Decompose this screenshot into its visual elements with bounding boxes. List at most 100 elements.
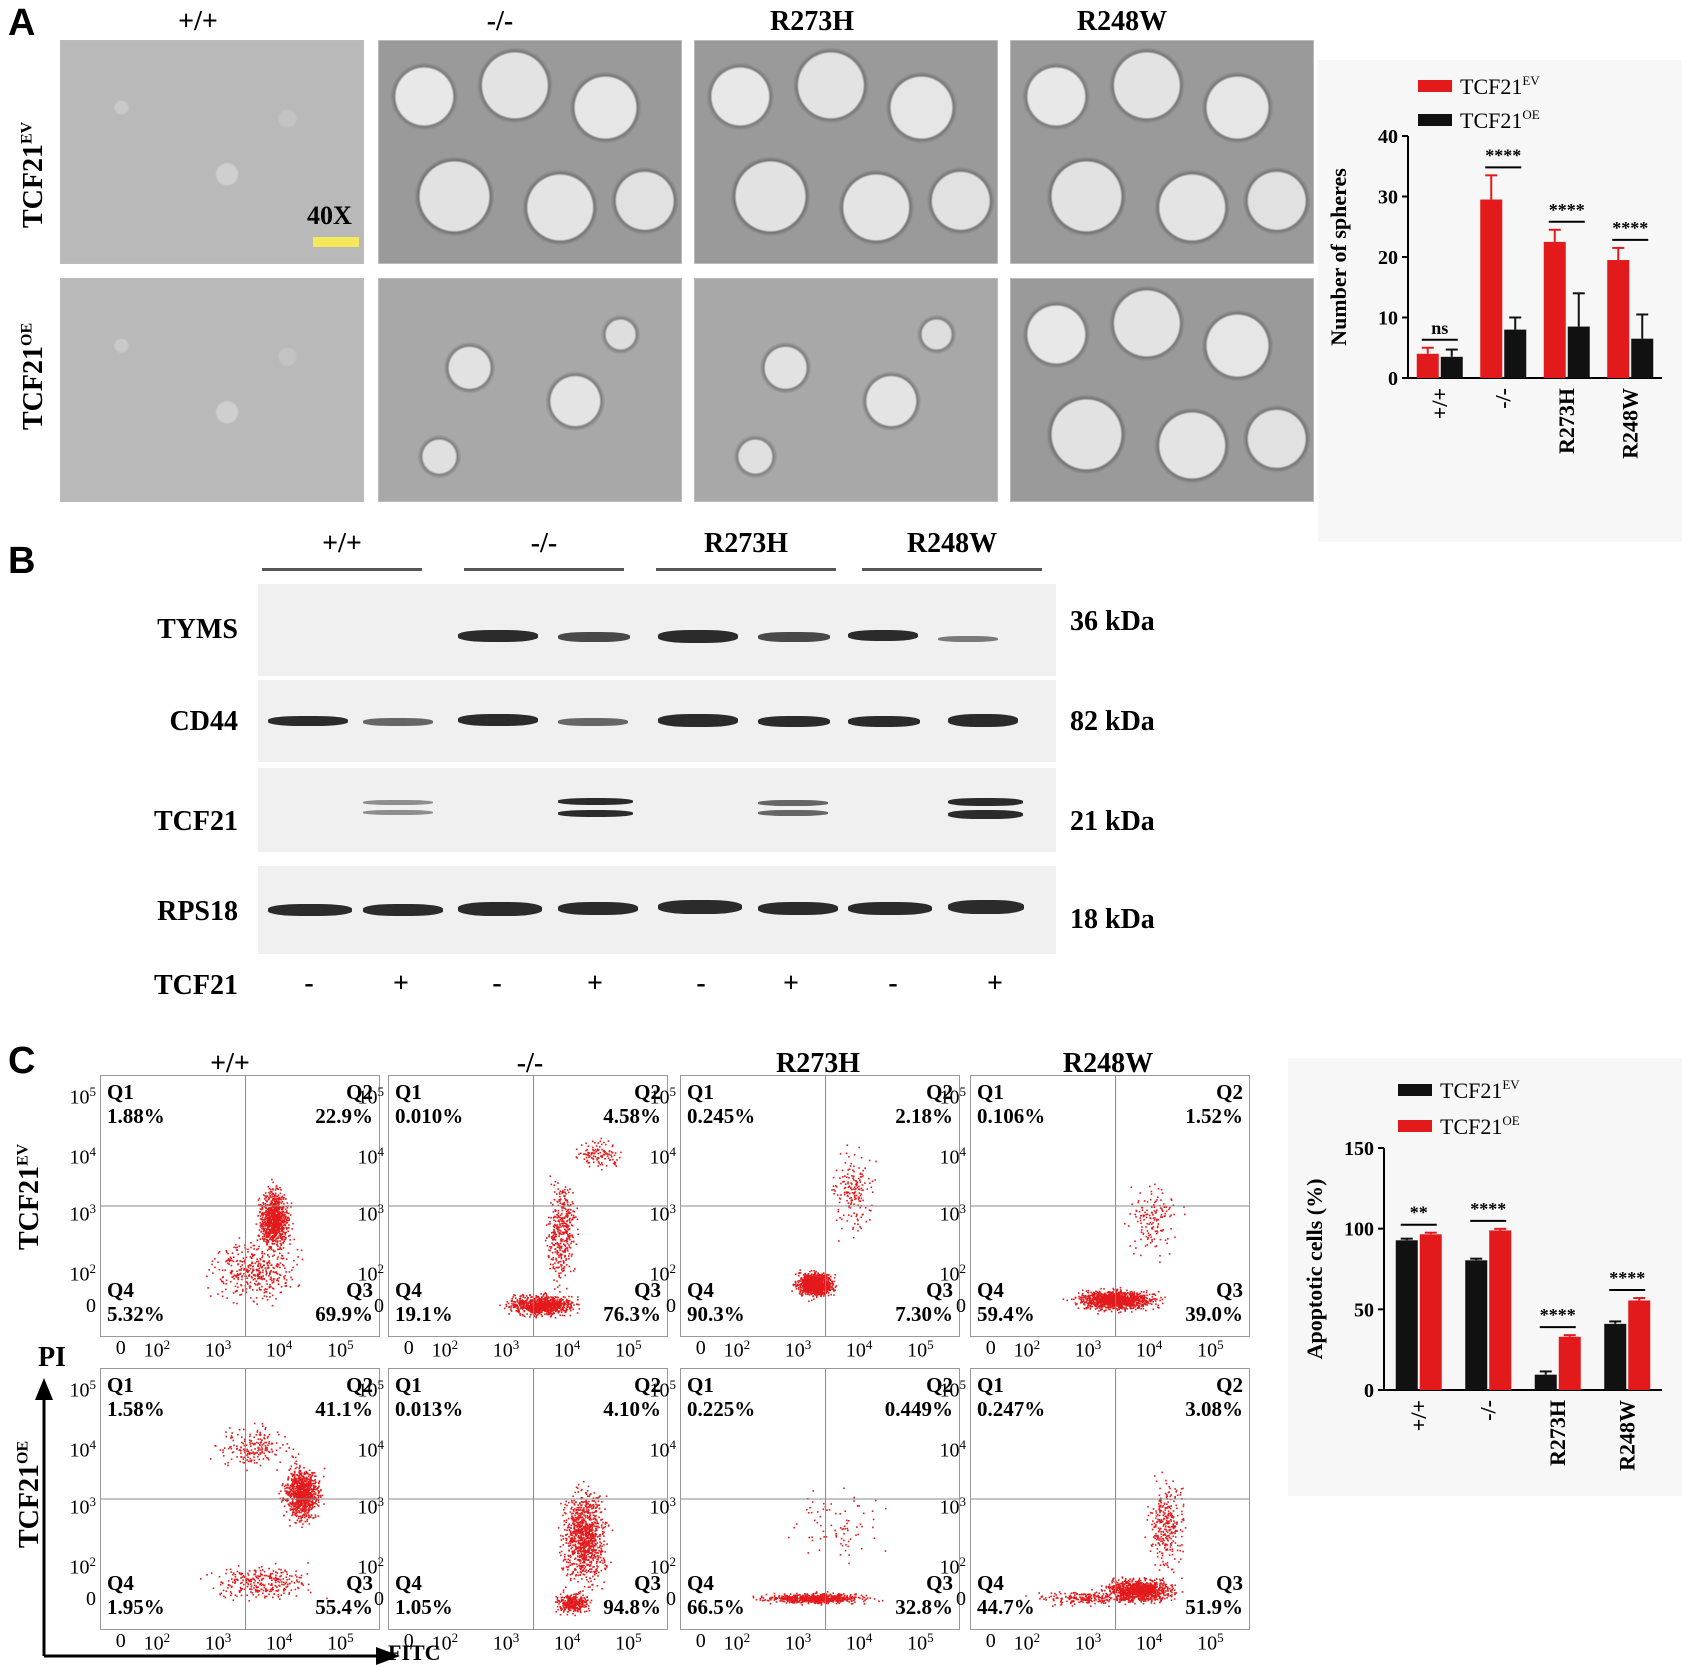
quadrant-q3: Q3 69.9% (315, 1278, 373, 1326)
event-dot (800, 1288, 802, 1291)
event-dot (1105, 1296, 1107, 1299)
event-dot (236, 1273, 239, 1275)
event-dot (258, 1273, 261, 1275)
event-dot (565, 1199, 567, 1202)
quadrant-q3: Q3 76.3% (603, 1278, 661, 1326)
event-dot (848, 1155, 850, 1158)
event-dot (273, 1215, 276, 1217)
event-dot (541, 1315, 543, 1318)
event-dot (561, 1192, 563, 1195)
event-dot (1140, 1303, 1143, 1306)
event-dot (520, 1295, 522, 1297)
event-dot (611, 1145, 614, 1148)
event-dot (261, 1206, 263, 1208)
event-dot (273, 1242, 276, 1245)
event-dot (275, 1232, 277, 1235)
event-dot (594, 1142, 596, 1144)
event-dot (536, 1309, 539, 1311)
event-dot (522, 1306, 525, 1308)
event-dot (261, 1236, 264, 1238)
event-dot (520, 1307, 522, 1310)
event-dot (833, 1193, 835, 1195)
event-dot (801, 1285, 804, 1287)
event-dot (274, 1189, 277, 1191)
micrograph-r273h-ev (694, 40, 998, 264)
event-dot (1131, 1311, 1133, 1313)
event-dot (286, 1217, 289, 1219)
legend-swatch (1418, 80, 1452, 92)
event-dot (1116, 1289, 1119, 1291)
event-dot (272, 1216, 275, 1219)
event-dot (1117, 1291, 1120, 1294)
event-dot (821, 1287, 824, 1289)
event-dot (560, 1304, 562, 1306)
event-dot (1119, 1291, 1121, 1293)
event-dot (518, 1302, 520, 1305)
event-dot (279, 1262, 282, 1264)
event-dot (1129, 1303, 1131, 1305)
event-dot (798, 1292, 801, 1295)
event-dot (1101, 1298, 1103, 1300)
event-dot (567, 1212, 569, 1215)
event-dot (549, 1304, 551, 1306)
event-dot (585, 1156, 588, 1159)
event-dot (794, 1281, 797, 1283)
event-dot (269, 1236, 272, 1239)
event-dot (276, 1258, 279, 1260)
event-dot (1119, 1307, 1122, 1309)
event-dot (282, 1198, 284, 1200)
event-dot (853, 1154, 856, 1156)
event-dot (1124, 1291, 1127, 1294)
event-dot (535, 1309, 537, 1312)
event-dot (526, 1308, 528, 1310)
event-dot (544, 1239, 547, 1242)
event-dot (514, 1305, 516, 1308)
event-dot (1136, 1304, 1138, 1307)
event-dot (523, 1302, 526, 1305)
event-dot (521, 1313, 524, 1316)
event-dot (559, 1195, 561, 1198)
event-dot (568, 1228, 571, 1230)
event-dot (853, 1194, 856, 1197)
event-dot (556, 1214, 558, 1216)
event-dot (283, 1238, 286, 1241)
event-dot (568, 1244, 570, 1246)
event-dot (550, 1312, 553, 1314)
event-dot (817, 1283, 820, 1286)
event-dot (275, 1240, 278, 1243)
event-dot (278, 1216, 281, 1219)
event-dot (557, 1230, 559, 1233)
event-dot (268, 1275, 270, 1277)
event-dot (550, 1246, 553, 1248)
event-dot (568, 1252, 571, 1255)
event-dot (816, 1281, 818, 1283)
event-dot (268, 1187, 271, 1190)
event-dot (561, 1224, 564, 1227)
event-dot (831, 1189, 833, 1191)
event-dot (837, 1210, 840, 1213)
event-dot (269, 1210, 272, 1212)
event-dot (264, 1288, 267, 1290)
event-dot (804, 1292, 807, 1294)
event-dot (1150, 1300, 1152, 1303)
event-dot (1131, 1290, 1133, 1293)
event-dot (839, 1217, 841, 1219)
event-dot (536, 1307, 538, 1310)
event-dot (1154, 1298, 1156, 1300)
event-dot (855, 1180, 858, 1183)
event-dot (572, 1202, 574, 1205)
event-dot (275, 1265, 278, 1267)
event-dot (612, 1162, 615, 1165)
event-dot (281, 1214, 283, 1217)
event-dot (557, 1182, 559, 1184)
event-dot (266, 1243, 269, 1245)
event-dot (236, 1274, 238, 1276)
event-dot (811, 1282, 813, 1284)
event-dot (1125, 1293, 1127, 1296)
event-dot (264, 1206, 267, 1209)
event-dot (808, 1287, 811, 1290)
event-dot (266, 1208, 269, 1210)
event-dot (827, 1292, 830, 1294)
event-dot (281, 1264, 284, 1266)
event-dot (559, 1291, 561, 1293)
